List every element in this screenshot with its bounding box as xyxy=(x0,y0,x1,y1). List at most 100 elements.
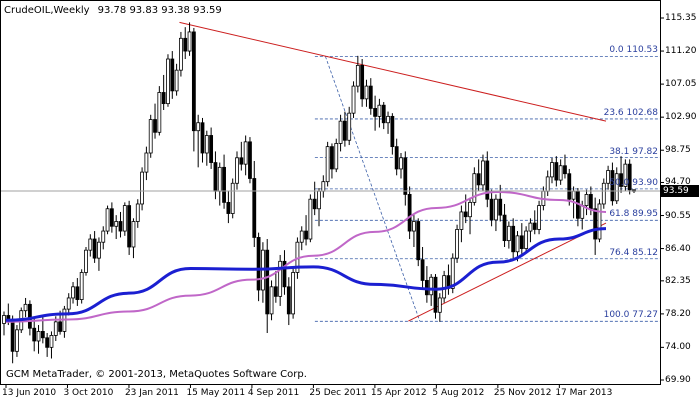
candle-body xyxy=(235,157,239,184)
x-tick-label: 13 Jun 2010 xyxy=(2,388,57,398)
candle-body xyxy=(485,160,490,200)
candle-body xyxy=(519,235,524,249)
candle-body xyxy=(606,170,611,184)
candle-body xyxy=(161,92,166,105)
candle-body xyxy=(265,249,270,315)
candle-body xyxy=(10,321,15,352)
candle-body xyxy=(558,165,563,181)
fib-anchor-line xyxy=(325,56,421,322)
candle-body xyxy=(291,272,296,315)
candle-body xyxy=(170,58,175,92)
candle-body xyxy=(36,331,41,342)
candle-body xyxy=(399,157,403,170)
candle-body xyxy=(347,112,352,141)
ohlc-high: 93.83 xyxy=(129,5,159,16)
candle-body xyxy=(153,119,157,133)
y-tick-label: 107.05 xyxy=(665,79,697,90)
candle-body xyxy=(502,214,507,242)
candle-body xyxy=(407,194,412,232)
candle-body xyxy=(239,157,244,165)
x-tick-label: 15 May 2011 xyxy=(186,388,246,398)
candle-body xyxy=(286,286,291,315)
candle-body xyxy=(619,173,623,187)
candle-body xyxy=(230,182,235,214)
candle-body xyxy=(325,146,330,183)
candle-body xyxy=(118,221,123,232)
candle-body xyxy=(580,205,585,219)
candle-body xyxy=(23,303,28,312)
candle-body xyxy=(122,205,127,232)
candle-body xyxy=(334,143,339,170)
candle-body xyxy=(481,160,485,186)
candle-body xyxy=(416,221,421,261)
candle-body xyxy=(248,141,252,179)
candle-body xyxy=(489,198,494,221)
candle-body xyxy=(101,230,106,243)
candle-body xyxy=(84,249,88,273)
ohlc-close: 93.59 xyxy=(193,5,222,16)
candle-body xyxy=(554,162,559,181)
candle-body xyxy=(494,198,498,221)
candle-body xyxy=(459,211,464,230)
candle-body xyxy=(342,120,347,141)
candle-body xyxy=(127,205,132,248)
candle-body xyxy=(109,208,114,227)
candle-body xyxy=(92,238,97,259)
candle-body xyxy=(144,152,149,173)
candle-body xyxy=(506,225,511,242)
candle-body xyxy=(394,146,399,170)
candle-body xyxy=(437,297,442,313)
candle-body xyxy=(627,163,632,191)
candle-body xyxy=(209,135,214,163)
candle-body xyxy=(593,208,598,240)
candle-body xyxy=(528,222,533,232)
candle-body xyxy=(614,173,619,202)
candle-body xyxy=(304,230,308,240)
fib-level-label: 61.8 89.95 xyxy=(609,209,658,220)
candle-body xyxy=(610,170,615,202)
trendline xyxy=(179,21,607,122)
candle-body xyxy=(88,238,93,251)
moving-averages xyxy=(5,191,607,323)
x-tick-label: 17 Mar 2013 xyxy=(555,388,613,398)
candle-body xyxy=(330,146,334,170)
candle-body xyxy=(472,173,477,203)
candle-body xyxy=(179,37,183,71)
candle-body xyxy=(433,276,438,313)
chart-title: CrudeOIL,Weekly 93.78 93.83 93.38 93.59 xyxy=(4,5,222,16)
candle-body xyxy=(351,85,356,114)
y-tick-label: 98.75 xyxy=(665,145,691,156)
x-tick-label: 3 Oct 2010 xyxy=(63,388,114,398)
candle-body xyxy=(79,272,84,300)
candle-body xyxy=(338,120,343,144)
candle-body xyxy=(278,260,283,297)
candle-body xyxy=(317,190,321,210)
candle-body xyxy=(131,221,136,248)
candle-body xyxy=(355,64,360,87)
candle-body xyxy=(27,303,32,329)
candle-body xyxy=(412,221,416,232)
candle-body xyxy=(308,198,313,240)
candle-body xyxy=(498,198,503,216)
candle-body xyxy=(140,171,144,205)
candle-body xyxy=(148,119,153,154)
candle-body xyxy=(183,37,188,52)
candle-body xyxy=(40,331,45,339)
candle-body xyxy=(360,64,365,100)
candle-body xyxy=(386,115,390,124)
candle-body xyxy=(282,260,287,288)
candle-body xyxy=(174,69,179,92)
candle-body xyxy=(373,108,377,117)
candle-body xyxy=(299,230,304,243)
candle-body xyxy=(157,92,162,133)
candle-body xyxy=(312,198,317,210)
candle-body xyxy=(217,166,222,192)
candle-body xyxy=(390,115,395,148)
candle-body xyxy=(243,141,248,165)
candle-body xyxy=(166,58,170,105)
x-tick-label: 25 Nov 2012 xyxy=(493,388,552,398)
candle-body xyxy=(563,165,567,175)
y-tick-label: 82.35 xyxy=(665,275,691,286)
candle-body xyxy=(32,327,37,342)
